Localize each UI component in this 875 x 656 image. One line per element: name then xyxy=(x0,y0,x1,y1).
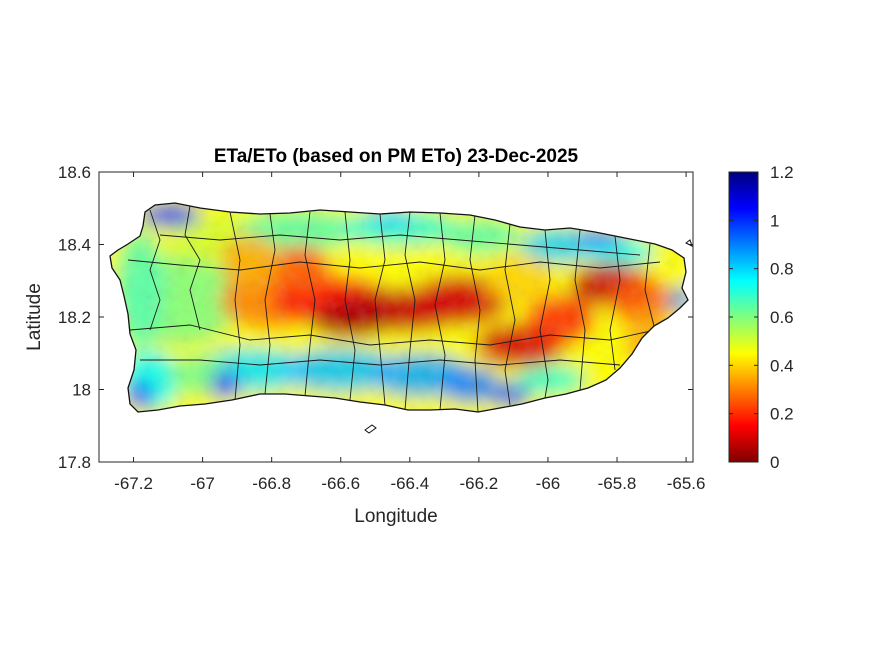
x-tick-label: -66.2 xyxy=(460,474,499,493)
municipality-borders xyxy=(127,205,661,412)
colorbar-ticks: 0 0.2 0.4 0.6 0.8 1 1.2 xyxy=(729,163,794,472)
colorbar-tick-label: 0.2 xyxy=(770,405,794,424)
chart-title: ETa/ETo (based on PM ETo) 23-Dec-2025 xyxy=(214,146,579,167)
y-tick-label: 17.8 xyxy=(58,453,91,472)
colorbar-tick-label: 0.8 xyxy=(770,260,794,279)
x-tick-label: -66 xyxy=(536,474,561,493)
y-tick-label: 18 xyxy=(72,381,91,400)
x-tick-label: -65.8 xyxy=(598,474,637,493)
y-tick-label: 18.2 xyxy=(58,308,91,327)
x-axis-label: Longitude xyxy=(354,506,437,527)
y-tick-label: 18.6 xyxy=(58,163,91,182)
x-tick-label: -66.6 xyxy=(321,474,360,493)
colorbar-tick-label: 1.2 xyxy=(770,163,794,182)
y-axis-ticks: 17.8 18 18.2 18.4 18.6 xyxy=(58,163,693,472)
colorbar-tick-label: 1 xyxy=(770,211,779,230)
x-tick-label: -67.2 xyxy=(114,474,153,493)
x-tick-label: -65.6 xyxy=(667,474,706,493)
colorbar-tick-label: 0.4 xyxy=(770,356,794,375)
y-axis-label: Latitude xyxy=(24,283,45,351)
colorbar-tick-label: 0 xyxy=(770,453,779,472)
x-tick-label: -66.8 xyxy=(252,474,291,493)
y-tick-label: 18.4 xyxy=(58,236,91,255)
islet-caja-de-muertos xyxy=(364,424,377,434)
colorbar-tick-label: 0.6 xyxy=(770,308,794,327)
x-axis-ticks: -67.2 -67 -66.8 -66.6 -66.4 -66.2 -66 -65.8 -65.… xyxy=(114,172,705,493)
x-tick-label: -66.4 xyxy=(390,474,429,493)
colorbar xyxy=(728,171,759,463)
x-tick-label: -67 xyxy=(190,474,215,493)
